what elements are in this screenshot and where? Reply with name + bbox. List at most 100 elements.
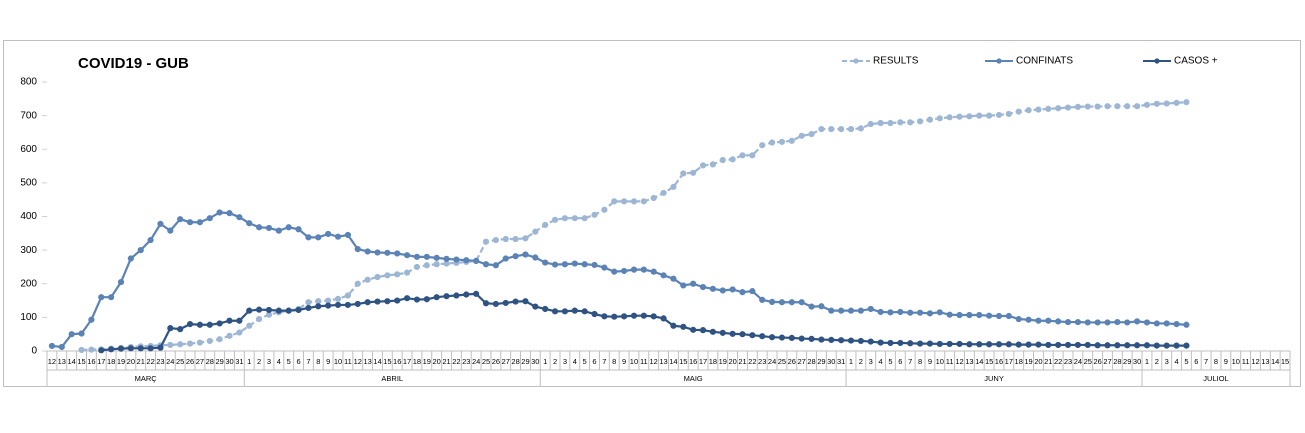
series-marker <box>749 152 756 159</box>
series-marker <box>749 288 756 295</box>
x-tick-label: 7 <box>908 357 912 366</box>
series-marker <box>621 267 628 275</box>
series-marker <box>1084 319 1091 326</box>
series-marker <box>1064 104 1072 111</box>
x-tick-label: 30 <box>827 357 835 366</box>
x-tick-label: 22 <box>1054 357 1062 366</box>
series-marker <box>591 261 598 269</box>
y-tick-label: 300 <box>20 245 37 256</box>
x-group-label: MARÇ <box>135 374 158 383</box>
series-marker <box>186 321 194 328</box>
series-marker <box>847 125 855 133</box>
x-tick-label: 9 <box>1224 357 1228 366</box>
x-tick-label: 25 <box>1084 357 1092 366</box>
series-marker <box>394 250 401 257</box>
series-marker <box>828 125 835 133</box>
series-marker <box>1183 342 1190 349</box>
series-marker <box>88 346 95 353</box>
series-marker <box>857 337 864 345</box>
series-marker <box>275 227 282 234</box>
series-marker <box>907 309 914 316</box>
x-tick-label: 21 <box>137 357 145 366</box>
series-marker <box>1035 106 1042 113</box>
x-tick-label: 18 <box>107 357 115 366</box>
series-marker <box>867 120 874 128</box>
series-marker <box>117 278 125 286</box>
x-tick-label: 22 <box>748 357 756 366</box>
x-tick-label: 5 <box>1184 357 1188 366</box>
series-marker <box>946 311 953 318</box>
series-marker <box>48 342 56 350</box>
series-marker <box>1124 319 1131 326</box>
x-tick-label: 14 <box>373 357 381 366</box>
series-marker <box>690 280 697 287</box>
series-marker <box>364 276 371 283</box>
series-marker <box>216 320 223 327</box>
x-tick-label: 24 <box>166 357 174 366</box>
series-marker <box>236 329 243 336</box>
series-marker <box>857 125 864 132</box>
series-marker <box>512 253 519 260</box>
x-group-label: ABRIL <box>381 374 403 383</box>
x-tick-label: 31 <box>235 357 243 366</box>
series-marker <box>986 112 993 119</box>
y-tick-label: 400 <box>20 211 37 222</box>
series-marker <box>413 253 421 260</box>
series-marker <box>236 317 243 324</box>
x-tick-label: 29 <box>817 357 825 366</box>
series-marker <box>68 331 75 338</box>
x-tick-label: 4 <box>1174 357 1178 366</box>
series-marker <box>1025 107 1032 114</box>
series-marker <box>1133 103 1141 110</box>
series-marker <box>1025 316 1032 323</box>
x-tick-label: 14 <box>975 357 983 366</box>
series-marker <box>551 216 559 223</box>
series-marker <box>394 297 401 304</box>
series-marker <box>956 340 963 348</box>
series-marker <box>798 132 805 139</box>
series-marker <box>946 340 953 348</box>
x-tick-label: 23 <box>462 357 470 366</box>
x-tick-label: 4 <box>573 357 577 366</box>
x-tick-label: 14 <box>1271 357 1279 366</box>
series-marker <box>1074 103 1082 110</box>
series-marker <box>177 341 184 348</box>
x-tick-label: 23 <box>1064 357 1072 366</box>
x-tick-label: 17 <box>97 357 105 366</box>
x-tick-label: 5 <box>287 357 291 366</box>
series-marker <box>768 139 776 146</box>
series-marker <box>838 337 845 344</box>
series-marker <box>246 307 253 314</box>
x-tick-label: 8 <box>316 357 320 366</box>
series-marker <box>571 260 578 267</box>
series-marker <box>1104 103 1111 110</box>
series-marker <box>621 313 628 320</box>
series-marker <box>966 113 973 120</box>
series-marker <box>709 285 716 292</box>
series-marker <box>1114 103 1121 110</box>
series-marker <box>226 210 233 217</box>
series-marker <box>325 230 332 238</box>
series-marker <box>699 162 707 169</box>
series-marker <box>591 211 598 218</box>
series-marker <box>285 224 292 231</box>
series-marker <box>542 305 549 313</box>
series-marker <box>561 308 569 315</box>
x-tick-label: 23 <box>156 357 164 366</box>
series-marker <box>956 311 963 319</box>
series-marker <box>255 315 263 323</box>
x-tick-label: 1 <box>849 357 853 366</box>
series-marker <box>463 257 470 264</box>
series-marker <box>808 131 815 138</box>
series-marker <box>354 300 361 308</box>
series-marker <box>976 341 983 348</box>
x-tick-label: 1 <box>1145 357 1149 366</box>
series-marker <box>196 321 204 328</box>
series-marker <box>1124 342 1131 349</box>
series-marker <box>561 261 569 268</box>
x-tick-label: 15 <box>383 357 391 366</box>
x-tick-label: 17 <box>699 357 707 366</box>
series-marker <box>847 337 855 344</box>
series-marker <box>1094 103 1101 110</box>
series-marker <box>265 224 273 232</box>
